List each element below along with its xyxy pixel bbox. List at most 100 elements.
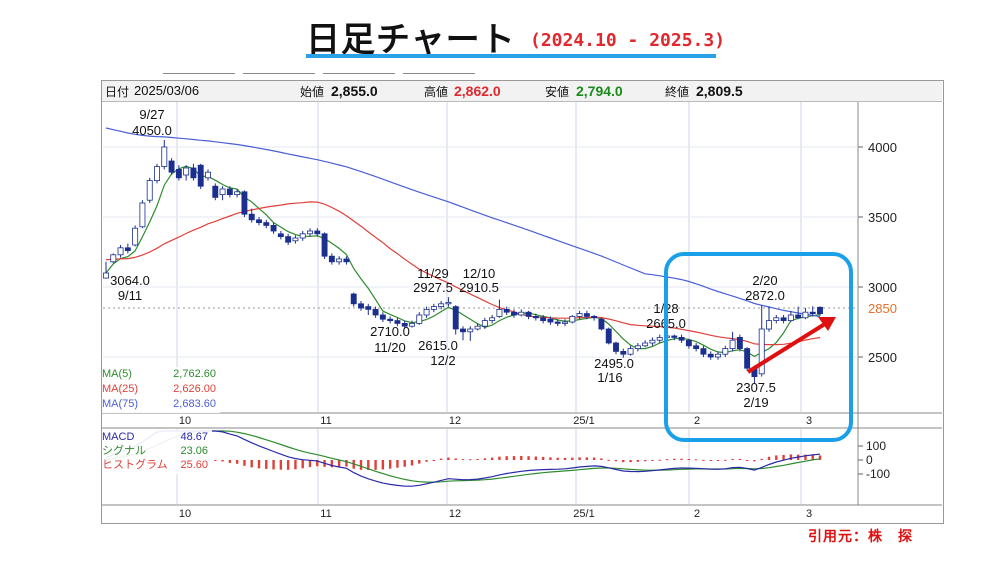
candle-body-down (314, 230, 321, 235)
candle-body-down (241, 191, 248, 215)
histogram-bar (578, 457, 581, 460)
candle-body-up (234, 191, 241, 196)
candle (518, 309, 525, 317)
candle (336, 256, 343, 265)
candle-body-up (205, 171, 211, 179)
candle (132, 225, 139, 247)
candle-body-up (481, 320, 488, 327)
candle-body-down (212, 185, 219, 198)
histogram-bar (607, 459, 610, 461)
histogram-bar (279, 460, 283, 470)
candle-body-up (787, 314, 794, 321)
histogram-bar (410, 460, 414, 466)
histogram-bar (571, 457, 574, 460)
legend-ma5: MA(5) 2,762.60 (102, 367, 220, 382)
candle (175, 165, 182, 181)
candle (525, 310, 532, 320)
legend-hist-value: 25.60 (180, 459, 208, 471)
deco-line (403, 73, 475, 74)
candle (722, 345, 729, 357)
deco-line (163, 73, 235, 74)
candle (634, 343, 641, 352)
candle-body-up (489, 317, 496, 321)
annotation-label: 11/29 (417, 266, 449, 281)
candle (263, 219, 270, 229)
deco-line (243, 73, 315, 74)
chart-frame (101, 80, 944, 524)
legend-hist: ヒストグラム 25.60 (102, 458, 212, 472)
candle-body-down (605, 328, 612, 344)
annotation-label: 2927.5 (413, 280, 453, 295)
candle-body-up (430, 306, 437, 310)
candle-body-down (460, 328, 466, 333)
candle (817, 306, 823, 316)
low-value: 2,794.0 (576, 83, 623, 99)
candle (481, 317, 488, 329)
candle-body-up (649, 339, 656, 344)
histogram-bar (250, 460, 253, 468)
candle-body-up (299, 233, 306, 239)
annotation-label: 9/27 (139, 107, 164, 122)
candle-body-down (226, 188, 233, 195)
histogram-bar (738, 458, 742, 460)
candle (409, 320, 415, 328)
annotation-label: 2/19 (743, 395, 768, 410)
legend-ma75-label: MA(75) (102, 398, 139, 410)
candle (161, 140, 168, 170)
histogram-bar (527, 456, 530, 460)
histogram-bar (418, 460, 421, 464)
candle (387, 316, 394, 324)
histogram-bar (665, 459, 669, 461)
legend-ma25: MA(25) 2,626.00 (102, 382, 220, 397)
histogram-bar (541, 456, 545, 460)
x-tick-label: 2 (694, 508, 700, 520)
candle (241, 190, 248, 217)
histogram-bar (600, 458, 603, 460)
histogram-bar (702, 459, 705, 461)
candle-body-up (758, 328, 765, 375)
candle-body-down (503, 308, 510, 313)
high-value: 2,862.0 (454, 83, 501, 99)
candle (773, 315, 780, 324)
candle-body-down (365, 306, 372, 310)
histogram-bar (556, 457, 559, 460)
overlay-layer (664, 252, 853, 442)
candle-body-down (379, 314, 386, 320)
candle (438, 301, 445, 310)
annotation-label: 4050.0 (132, 123, 172, 138)
candle-layer (103, 140, 823, 385)
candle-body-down (277, 233, 284, 238)
candle-body-down (175, 168, 182, 179)
x-tick-label: 12 (449, 415, 461, 427)
histogram-bar (228, 460, 232, 463)
histogram-bar (512, 456, 516, 460)
grid-layer (102, 102, 942, 506)
highlight-box (664, 252, 853, 442)
histogram-bar (272, 460, 275, 470)
histogram-bar (221, 460, 224, 462)
candle (460, 326, 466, 341)
histogram-bar (490, 457, 494, 460)
candle-body-down (358, 303, 364, 309)
date-label: 日付 (105, 85, 130, 99)
candle (270, 222, 277, 234)
candle-body-up (409, 322, 415, 327)
candle (503, 306, 510, 315)
x-tick-label: 25/1 (573, 415, 594, 427)
candle-body-down (809, 311, 816, 315)
annotation-label: 2495.0 (594, 356, 634, 371)
candle-body-down (168, 160, 175, 173)
candle (562, 319, 568, 327)
moving-average-layer (105, 127, 821, 358)
x-tick-label: 10 (179, 508, 191, 520)
annotation-label: 9/11 (118, 288, 142, 303)
close-label: 終値 (665, 85, 690, 99)
candle (154, 163, 160, 184)
candle (729, 331, 736, 352)
candle-body-up (729, 339, 736, 350)
legend-ma5-label: MA(5) (102, 368, 132, 380)
candle-body-up (766, 320, 772, 330)
macd-tick-label: 100 (866, 439, 886, 453)
y-tick-label: 3000 (868, 280, 897, 295)
candle (343, 256, 350, 265)
